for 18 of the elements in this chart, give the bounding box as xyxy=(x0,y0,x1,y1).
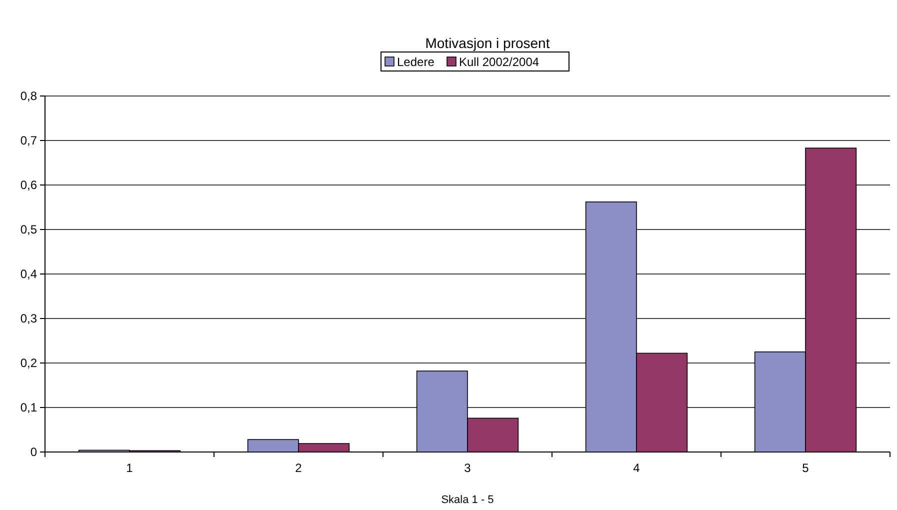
x-tick-label: 3 xyxy=(464,461,472,475)
x-tick-label: 4 xyxy=(633,461,640,475)
legend-label: Kull 2002/2004 xyxy=(459,55,540,69)
y-tick-label: 0,4 xyxy=(20,267,38,282)
y-tick-label: 0,5 xyxy=(20,222,38,237)
x-axis-title: Skala 1 - 5 xyxy=(441,494,494,506)
y-tick-label: 0,1 xyxy=(20,400,38,415)
x-tick-label: 2 xyxy=(295,461,302,475)
chart-title: Motivasjon i prosent xyxy=(425,35,550,51)
y-tick-label: 0,8 xyxy=(20,89,38,104)
x-tick-label: 5 xyxy=(802,461,810,475)
y-tick-label: 0 xyxy=(30,445,38,460)
y-tick-label: 0,2 xyxy=(20,356,38,370)
y-tick-label: 0,3 xyxy=(20,312,38,326)
y-tick-label: 0,7 xyxy=(20,134,38,148)
x-tick-label: 1 xyxy=(126,461,134,475)
y-tick-label: 0,6 xyxy=(20,178,38,192)
legend-label: Ledere xyxy=(397,55,435,69)
